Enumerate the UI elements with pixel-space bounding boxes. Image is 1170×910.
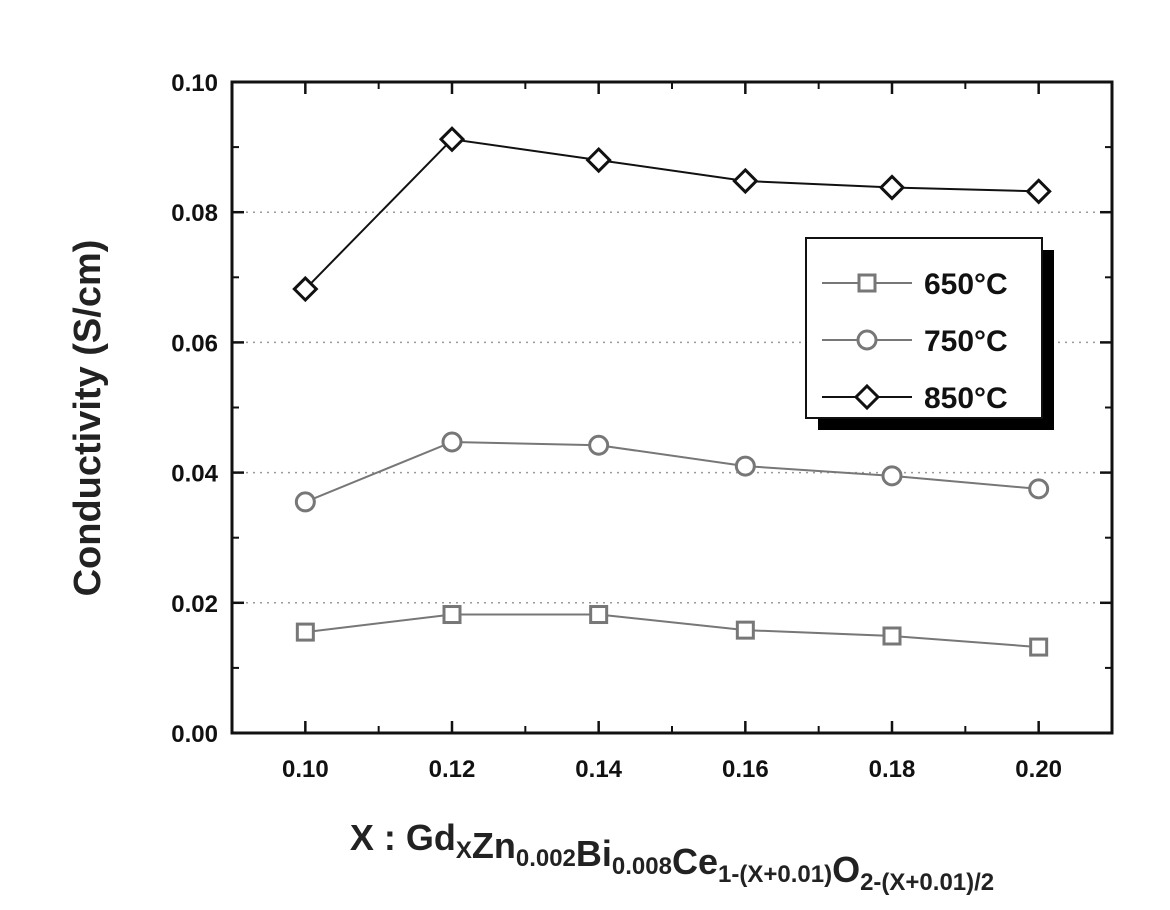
y-tick-label: 0.10 <box>171 70 218 97</box>
y-tick-label: 0.04 <box>171 461 218 488</box>
data-point-square <box>297 624 313 640</box>
data-point-diamond <box>881 176 903 198</box>
series-line <box>305 615 1038 648</box>
data-point-circle <box>1030 480 1048 498</box>
data-point-circle <box>590 436 608 454</box>
data-point-diamond <box>588 149 610 171</box>
legend-marker-square <box>859 275 875 291</box>
x-tick-label: 0.20 <box>1015 756 1062 783</box>
data-point-circle <box>883 467 901 485</box>
x-tick-label: 0.12 <box>429 756 476 783</box>
y-tick-label: 0.06 <box>171 330 218 357</box>
data-point-circle <box>443 433 461 451</box>
x-axis-label-element: Gd <box>406 817 456 858</box>
x-axis-label-subscript: 0.008 <box>612 853 672 880</box>
series-1 <box>296 433 1047 511</box>
y-tick-label: 0.00 <box>171 721 218 748</box>
x-axis-label-element: O <box>832 849 860 890</box>
data-point-diamond <box>1028 180 1050 202</box>
data-point-square <box>737 622 753 638</box>
data-point-circle <box>296 493 314 511</box>
y-axis-label: Conductivity (S/cm) <box>67 240 109 597</box>
x-axis-label-element: Ce <box>672 841 718 882</box>
legend-label: 650°C <box>924 268 1008 301</box>
x-axis-label-element: Zn <box>472 825 516 866</box>
legend-label: 750°C <box>924 325 1008 358</box>
data-point-square <box>444 607 460 623</box>
x-axis-label-subscript: 0.002 <box>516 845 576 872</box>
legend-label: 850°C <box>924 382 1008 415</box>
x-axis-label-prefix: X : <box>350 817 406 858</box>
x-axis-label-subscript: 2-(X+0.01)/2 <box>860 869 994 896</box>
y-tick-label: 0.08 <box>171 200 218 227</box>
x-tick-label: 0.18 <box>869 756 916 783</box>
data-point-square <box>884 628 900 644</box>
legend: 650°C 750°C 850°C <box>806 238 1054 430</box>
data-point-circle <box>736 457 754 475</box>
x-axis-label-subscript: X <box>456 837 472 864</box>
data-point-diamond <box>734 170 756 192</box>
x-tick-label: 0.10 <box>282 756 329 783</box>
y-tick-label: 0.02 <box>171 591 218 618</box>
x-tick-label: 0.14 <box>575 756 622 783</box>
x-tick-label: 0.16 <box>722 756 769 783</box>
data-point-square <box>1031 639 1047 655</box>
legend-marker-circle <box>858 331 876 349</box>
x-axis-label-subscript: 1-(X+0.01) <box>718 861 832 888</box>
x-axis-label: X : GdXZn0.002Bi0.008Ce1-(X+0.01)O2-(X+0… <box>350 817 994 896</box>
series-0 <box>297 607 1046 656</box>
x-axis-label-element: Bi <box>576 833 612 874</box>
data-point-square <box>591 607 607 623</box>
